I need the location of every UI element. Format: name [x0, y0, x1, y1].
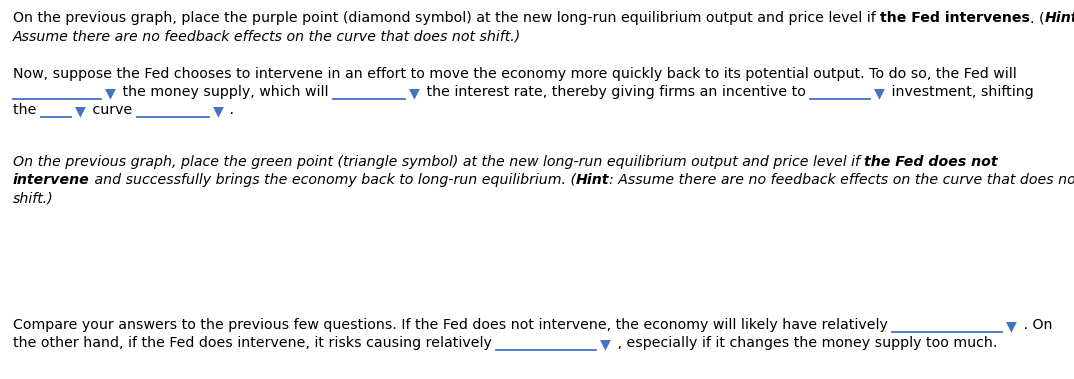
- Text: intervene: intervene: [13, 173, 90, 187]
- Text: On the previous graph, place the green point (triangle symbol) at the new long-r: On the previous graph, place the green p…: [13, 155, 865, 169]
- Text: the Fed does not: the Fed does not: [865, 155, 998, 169]
- Text: On the previous graph, place the purple point (diamond symbol) at the new long-r: On the previous graph, place the purple …: [13, 11, 881, 25]
- Text: ▼: ▼: [75, 104, 86, 118]
- Text: investment, shifting: investment, shifting: [887, 85, 1034, 99]
- Text: curve: curve: [88, 103, 136, 117]
- Text: : Assume there are no feedback effects on the curve that does not: : Assume there are no feedback effects o…: [609, 173, 1074, 187]
- Text: the: the: [13, 103, 41, 117]
- Text: the Fed intervenes: the Fed intervenes: [881, 11, 1030, 25]
- Text: ▼: ▼: [409, 86, 420, 100]
- Text: ▼: ▼: [213, 104, 223, 118]
- Text: shift.): shift.): [13, 191, 54, 205]
- Text: ▼: ▼: [600, 337, 611, 351]
- Text: . (: . (: [1030, 11, 1045, 25]
- Text: ▼: ▼: [105, 86, 116, 100]
- Text: , especially if it changes the money supply too much.: , especially if it changes the money sup…: [613, 336, 998, 350]
- Text: Now, suppose the Fed chooses to intervene in an effort to move the economy more : Now, suppose the Fed chooses to interven…: [13, 67, 1017, 81]
- Text: ▼: ▼: [874, 86, 885, 100]
- Text: Compare your answers to the previous few questions. If the Fed does not interven: Compare your answers to the previous few…: [13, 318, 892, 332]
- Text: Assume there are no feedback effects on the curve that does not shift.): Assume there are no feedback effects on …: [13, 29, 521, 43]
- Text: Hint: Hint: [576, 173, 609, 187]
- Text: ▼: ▼: [1006, 319, 1017, 333]
- Text: the other hand, if the Fed does intervene, it risks causing relatively: the other hand, if the Fed does interven…: [13, 336, 496, 350]
- Text: the money supply, which will: the money supply, which will: [118, 85, 333, 99]
- Text: .: .: [226, 103, 234, 117]
- Text: and successfully brings the economy back to long-run equilibrium. (: and successfully brings the economy back…: [90, 173, 576, 187]
- Text: . On: . On: [1019, 318, 1053, 332]
- Text: the interest rate, thereby giving firms an incentive to: the interest rate, thereby giving firms …: [422, 85, 810, 99]
- Text: Hint: Hint: [1045, 11, 1074, 25]
